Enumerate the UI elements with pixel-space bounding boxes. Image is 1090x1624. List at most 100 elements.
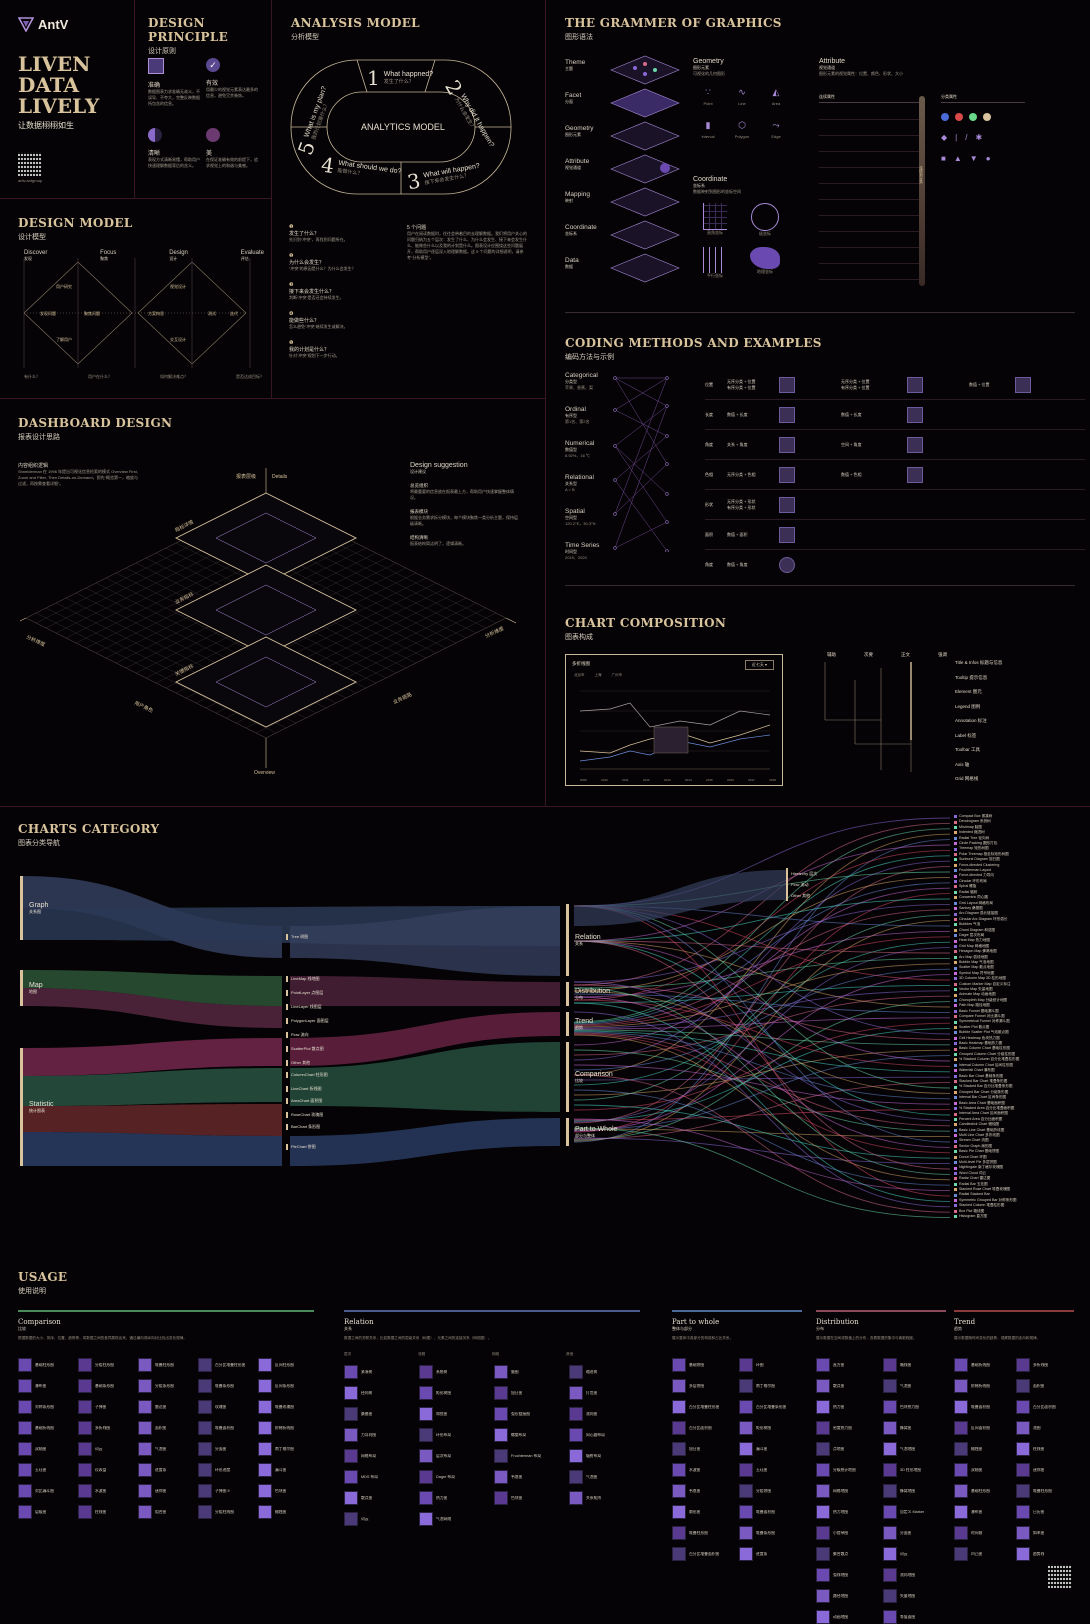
usage-chart-item[interactable]: 基础饼图 [672, 1358, 735, 1372]
sankey-leaf[interactable]: Basic Area Chart 基础面积图 [954, 1101, 1019, 1106]
sankey-leaf[interactable]: Force-directed 力导向 [954, 873, 1019, 878]
sankey-leaf[interactable]: Symmetrical Funnel 对称漏斗图 [954, 1019, 1019, 1024]
sankey-mid-node[interactable]: ScatterPlot 散点图 [286, 1046, 324, 1052]
sankey-root-map[interactable]: Map 地图 [20, 970, 43, 1006]
sankey-leaf[interactable]: Waterfall Chart 瀑布图 [954, 1068, 1019, 1073]
sankey-leaf[interactable]: Radial Stacked Bar [954, 1192, 1019, 1197]
usage-chart-item[interactable]: 子弹图 II [198, 1484, 254, 1498]
sankey-leaf[interactable]: Animate Map 动画地图 [954, 992, 1019, 997]
usage-chart-item[interactable]: 箱线图 [883, 1358, 946, 1372]
usage-chart-item[interactable]: 对称条形图 [18, 1400, 74, 1414]
usage-chart-item[interactable]: 区间条形图 [258, 1379, 314, 1393]
usage-chart-item[interactable]: 旭日图 [672, 1442, 735, 1456]
sankey-leaf[interactable]: Sector Graph 扇形图 [954, 1144, 1019, 1149]
sankey-leaf[interactable]: Sunburst Diagram 旭日图 [954, 857, 1019, 862]
sankey-leaf[interactable]: Basic Heatmap 基础热力图 [954, 1041, 1019, 1046]
usage-chart-item[interactable]: 打包图 [569, 1386, 640, 1400]
usage-chart-item[interactable]: 面积图 [138, 1421, 194, 1435]
usage-chart-item[interactable]: 子弹图 [78, 1400, 134, 1414]
sankey-leaf[interactable]: Concentric 同心圆 [954, 895, 1019, 900]
usage-chart-item[interactable]: 蜡烛图 [258, 1505, 314, 1519]
usage-chart-item[interactable]: 散点图 [344, 1491, 415, 1505]
sankey-leaf[interactable]: % Stacked Area 百分比堆叠面积图 [954, 1106, 1019, 1111]
usage-chart-item[interactable]: 热力图 [419, 1491, 490, 1505]
usage-chart-item[interactable]: 斜率图 [1016, 1526, 1074, 1540]
usage-chart-item[interactable]: 仪表盘 [78, 1463, 134, 1477]
usage-chart-item[interactable]: 网格地图 [816, 1484, 879, 1498]
usage-chart-item[interactable]: 区间面积图 [954, 1421, 1012, 1435]
usage-chart-item[interactable]: 词云 [344, 1512, 415, 1526]
sankey-leaf[interactable]: Percent Area 百分比面积图 [954, 1117, 1019, 1122]
usage-chart-item[interactable]: 螺旋布局 [494, 1428, 565, 1442]
usage-chart-item[interactable]: 3D 柱形地图 [883, 1463, 946, 1477]
sankey-leaf[interactable]: Scatter Map 散点地图 [954, 965, 1019, 970]
usage-chart-item[interactable]: 紧凑树 [344, 1365, 415, 1379]
usage-chart-item[interactable]: 堆叠柱形图 [138, 1358, 194, 1372]
qr-code[interactable] [18, 152, 42, 176]
sankey-leaf[interactable]: Grid Map 网格地图 [954, 944, 1019, 949]
sankey-mid-node[interactable]: BarChart 条形图 [286, 1124, 320, 1130]
sankey-leaf[interactable]: Vector Map 矢量地图 [954, 987, 1019, 992]
sankey-leaf[interactable]: Basic Line Chart 基础折线图 [954, 1128, 1019, 1133]
usage-chart-item[interactable]: 旭日图 [494, 1386, 565, 1400]
sankey-mid-node[interactable]: LineChart 折线图 [286, 1086, 321, 1092]
usage-chart-item[interactable]: 蜂窝地图 [883, 1484, 946, 1498]
usage-chart-item[interactable]: 百分比面积图 [1016, 1400, 1074, 1414]
sankey-mid-node[interactable]: ColumnChart 柱形图 [286, 1072, 328, 1078]
sankey-leaf[interactable]: Spiral 螺旋 [954, 884, 1019, 889]
usage-chart-item[interactable]: 动画地图 [816, 1610, 879, 1624]
sankey-leaf[interactable]: Mindmap 脑图 [954, 825, 1019, 830]
sankey-leaf[interactable]: Radial 辐射 [954, 890, 1019, 895]
usage-chart-item[interactable]: 分级统计地图 [816, 1463, 879, 1477]
sankey-leaf[interactable]: % Stacked Bar 百分比堆叠条形图 [954, 1084, 1019, 1089]
usage-chart-item[interactable]: 气泡图 [569, 1470, 640, 1484]
usage-chart-item[interactable]: 韦恩图 [494, 1470, 565, 1484]
sankey-leaf[interactable]: Bubble Map 气泡地图 [954, 960, 1019, 965]
usage-chart-item[interactable]: 玫瑰图 [198, 1400, 254, 1414]
usage-chart-item[interactable]: 直方图 [816, 1358, 879, 1372]
usage-chart-item[interactable]: 关系矩阵 [569, 1491, 640, 1505]
usage-chart-item[interactable]: 对比漏斗图 [18, 1484, 74, 1498]
usage-chart-item[interactable]: 基础折线图 [954, 1358, 1012, 1372]
usage-chart-item[interactable]: 百分比堆叠柱形图 [672, 1400, 735, 1414]
usage-chart-item[interactable]: 矩形树图 [739, 1421, 802, 1435]
usage-chart-item[interactable]: 路径地图 [816, 1589, 879, 1603]
usage-chart-item[interactable]: 层次布局 [419, 1449, 490, 1463]
usage-chart-item[interactable]: 密度热力图 [816, 1421, 879, 1435]
usage-chart-item[interactable]: 南丁格尔图 [258, 1442, 314, 1456]
usage-chart-item[interactable]: 百分比堆叠条形图 [739, 1400, 802, 1414]
usage-chart-item[interactable]: 堆叠面积图 [739, 1505, 802, 1519]
attribute-slider[interactable]: 连续到分类 [919, 96, 925, 286]
usage-chart-item[interactable]: 基础柱形图 [18, 1358, 74, 1372]
sankey-leaf[interactable]: Candlestick Chart 蜡烛图 [954, 1122, 1019, 1127]
usage-chart-item[interactable]: 迷你图 [138, 1484, 194, 1498]
usage-chart-item[interactable]: MDS 布局 [344, 1470, 415, 1484]
sankey-mid-node[interactable]: PolygonLayer 面图层 [286, 1018, 329, 1024]
usage-chart-item[interactable]: 环形布局 [419, 1428, 490, 1442]
sankey-purpose-relation[interactable]: Relation 关系 [566, 904, 601, 976]
usage-chart-item[interactable]: 堆叠面积图 [954, 1400, 1012, 1414]
usage-chart-item[interactable]: 流向地图 [883, 1568, 946, 1582]
sankey-leaf[interactable]: % Stacked Column 百分比堆叠柱形图 [954, 1057, 1019, 1062]
sankey-leaf[interactable]: Cell Heatmap 色块热力图 [954, 1036, 1019, 1041]
usage-chart-item[interactable]: 百分比堆叠柱形图 [198, 1358, 254, 1372]
usage-chart-item[interactable]: 堆叠柱形图 [672, 1526, 735, 1540]
usage-chart-item[interactable]: 词云 [78, 1442, 134, 1456]
sankey-leaf[interactable]: Box Plot 箱线图 [954, 1209, 1019, 1214]
sankey-leaf[interactable]: Donut Chart 环图 [954, 1155, 1019, 1160]
sankey-purpose-comparison[interactable]: Comparison 比较 [566, 1042, 613, 1112]
usage-chart-item[interactable]: 双轴图 [18, 1442, 74, 1456]
usage-chart-item[interactable]: 辐射布局 [569, 1449, 640, 1463]
usage-chart-item[interactable]: 缩进树 [569, 1365, 640, 1379]
period-dropdown[interactable]: 近七天 ▾ [744, 660, 774, 670]
sankey-leaf[interactable]: Multi-level Pie 多层饼图 [954, 1160, 1019, 1165]
usage-chart-item[interactable]: 漏斗图 [739, 1442, 802, 1456]
sankey-leaf[interactable]: Symbol Map 符号地图 [954, 971, 1019, 976]
usage-chart-item[interactable]: 多折线图 [1016, 1358, 1074, 1372]
usage-chart-item[interactable]: 凹凸图 [954, 1547, 1012, 1561]
sankey-leaf[interactable]: Polar Treemap 极坐标矩形树图 [954, 852, 1019, 857]
usage-chart-item[interactable]: 热力图 [816, 1400, 879, 1414]
usage-chart-item[interactable]: 南丁格尔图 [739, 1379, 802, 1393]
usage-chart-item[interactable]: 环图 [739, 1358, 802, 1372]
sankey-leaf[interactable]: Symmetric Grouped Bar 对称条形图 [954, 1198, 1019, 1203]
